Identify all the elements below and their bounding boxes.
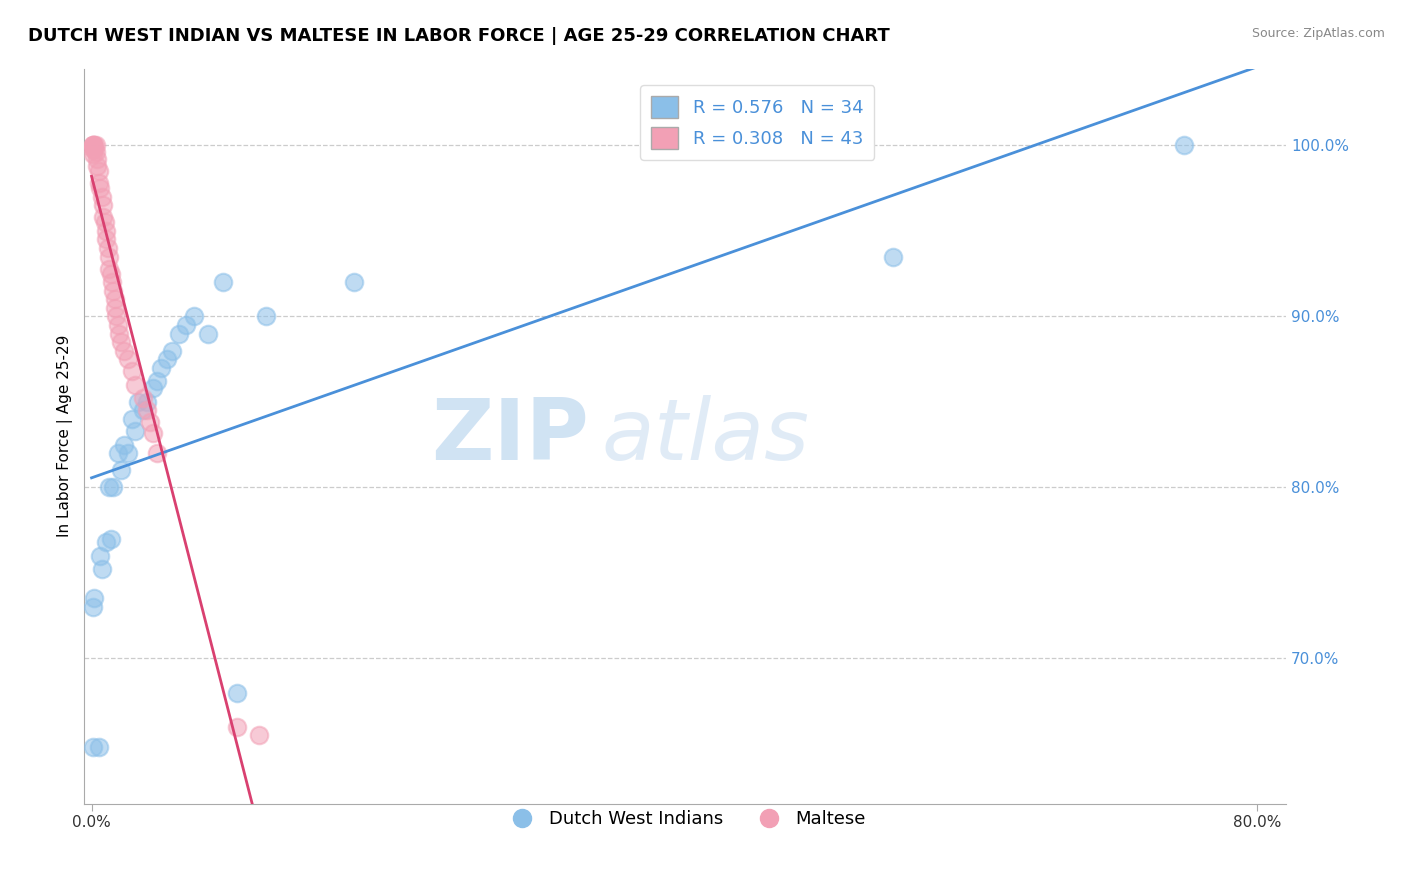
- Point: [135, 403, 157, 417]
- Point: [146, 375, 169, 389]
- Point: [82, 138, 104, 153]
- Point: [105, 310, 128, 324]
- Point: [121, 412, 143, 426]
- Point: [82, 138, 104, 153]
- Text: DUTCH WEST INDIAN VS MALTESE IN LABOR FORCE | AGE 25-29 CORRELATION CHART: DUTCH WEST INDIAN VS MALTESE IN LABOR FO…: [28, 27, 890, 45]
- Point: [98, 261, 121, 276]
- Point: [84, 145, 107, 160]
- Point: [103, 480, 125, 494]
- Point: [117, 446, 139, 460]
- Point: [83, 591, 105, 606]
- Point: [150, 360, 173, 375]
- Legend: Dutch West Indians, Maltese: Dutch West Indians, Maltese: [496, 803, 873, 835]
- Point: [131, 403, 153, 417]
- Point: [211, 275, 233, 289]
- Point: [882, 250, 904, 264]
- Point: [101, 275, 124, 289]
- Point: [82, 600, 104, 615]
- Point: [142, 381, 165, 395]
- Text: Source: ZipAtlas.com: Source: ZipAtlas.com: [1251, 27, 1385, 40]
- Point: [112, 343, 135, 358]
- Point: [84, 138, 107, 153]
- Point: [146, 446, 169, 460]
- Point: [82, 138, 104, 153]
- Point: [94, 224, 117, 238]
- Point: [94, 535, 117, 549]
- Point: [343, 275, 366, 289]
- Point: [117, 352, 139, 367]
- Point: [86, 152, 108, 166]
- Point: [167, 326, 190, 341]
- Point: [108, 326, 131, 341]
- Point: [160, 343, 183, 358]
- Point: [91, 198, 114, 212]
- Point: [124, 424, 146, 438]
- Point: [112, 437, 135, 451]
- Point: [1173, 138, 1195, 153]
- Point: [82, 147, 104, 161]
- Point: [100, 532, 122, 546]
- Point: [131, 392, 153, 406]
- Point: [86, 159, 108, 173]
- Point: [90, 190, 112, 204]
- Point: [83, 142, 105, 156]
- Point: [87, 740, 110, 755]
- Point: [183, 310, 205, 324]
- Point: [156, 352, 179, 367]
- Point: [127, 395, 149, 409]
- Point: [110, 334, 132, 349]
- Point: [104, 301, 127, 315]
- Point: [197, 326, 219, 341]
- Point: [226, 685, 249, 699]
- Point: [110, 463, 132, 477]
- Point: [87, 164, 110, 178]
- Point: [94, 232, 117, 246]
- Point: [103, 284, 125, 298]
- Point: [254, 310, 277, 324]
- Text: atlas: atlas: [600, 394, 808, 477]
- Point: [107, 446, 129, 460]
- Point: [142, 425, 165, 440]
- Point: [97, 241, 120, 255]
- Point: [91, 211, 114, 225]
- Point: [82, 142, 104, 156]
- Point: [104, 293, 127, 307]
- Point: [226, 720, 249, 734]
- Point: [247, 728, 270, 742]
- Point: [93, 215, 115, 229]
- Point: [82, 740, 104, 755]
- Point: [107, 318, 129, 332]
- Point: [124, 377, 146, 392]
- Y-axis label: In Labor Force | Age 25-29: In Labor Force | Age 25-29: [58, 334, 73, 537]
- Point: [135, 395, 157, 409]
- Point: [174, 318, 197, 332]
- Point: [98, 250, 121, 264]
- Point: [89, 181, 111, 195]
- Point: [89, 549, 111, 563]
- Point: [98, 480, 121, 494]
- Point: [83, 138, 105, 153]
- Point: [121, 364, 143, 378]
- Text: ZIP: ZIP: [432, 394, 589, 477]
- Point: [90, 562, 112, 576]
- Point: [87, 176, 110, 190]
- Point: [139, 416, 162, 430]
- Point: [100, 267, 122, 281]
